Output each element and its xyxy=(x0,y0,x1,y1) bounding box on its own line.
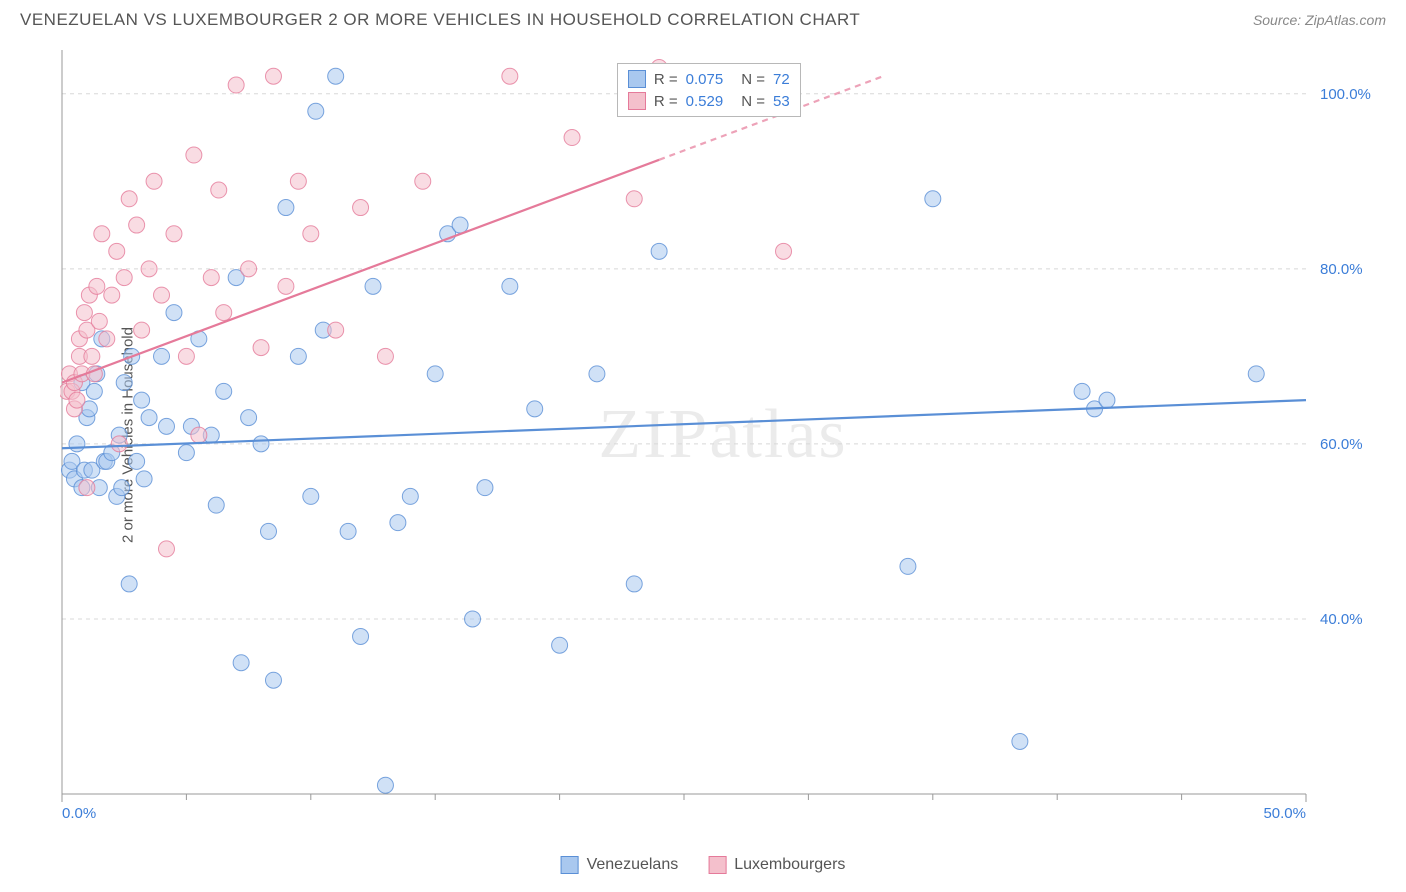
svg-text:50.0%: 50.0% xyxy=(1263,805,1306,822)
correlation-stats-box: R = 0.075 N = 72 R = 0.529 N = 53 xyxy=(617,63,801,117)
legend-item: Venezuelans xyxy=(561,856,679,874)
stats-row: R = 0.529 N = 53 xyxy=(628,90,790,112)
chart-source: Source: ZipAtlas.com xyxy=(1253,12,1386,28)
svg-text:60.0%: 60.0% xyxy=(1320,436,1363,453)
source-prefix: Source: xyxy=(1253,12,1305,28)
chart-title: VENEZUELAN VS LUXEMBOURGER 2 OR MORE VEH… xyxy=(20,10,860,30)
legend-swatch xyxy=(561,856,579,874)
r-value: 0.529 xyxy=(686,93,724,110)
svg-text:0.0%: 0.0% xyxy=(62,805,96,822)
chart-header: VENEZUELAN VS LUXEMBOURGER 2 OR MORE VEH… xyxy=(0,0,1406,34)
svg-text:40.0%: 40.0% xyxy=(1320,611,1363,628)
chart-area: 2 or more Vehicles in Household ZIPatlas… xyxy=(60,48,1386,822)
svg-text:100.0%: 100.0% xyxy=(1320,86,1371,103)
r-label: R = xyxy=(654,93,678,110)
stats-row: R = 0.075 N = 72 xyxy=(628,68,790,90)
legend: Venezuelans Luxembourgers xyxy=(561,856,846,874)
n-value: 72 xyxy=(773,71,790,88)
r-label: R = xyxy=(654,71,678,88)
legend-swatch xyxy=(708,856,726,874)
series-swatch xyxy=(628,92,646,110)
legend-label: Venezuelans xyxy=(587,856,679,874)
n-value: 53 xyxy=(773,93,790,110)
r-value: 0.075 xyxy=(686,71,724,88)
scatter-plot: 40.0% 60.0% 80.0% 100.0% 0.0% 50.0% xyxy=(60,48,1386,822)
legend-item: Luxembourgers xyxy=(708,856,845,874)
svg-text:80.0%: 80.0% xyxy=(1320,261,1363,278)
n-label: N = xyxy=(741,93,765,110)
source-name: ZipAtlas.com xyxy=(1305,12,1386,28)
series-swatch xyxy=(628,70,646,88)
n-label: N = xyxy=(741,71,765,88)
legend-label: Luxembourgers xyxy=(734,856,845,874)
